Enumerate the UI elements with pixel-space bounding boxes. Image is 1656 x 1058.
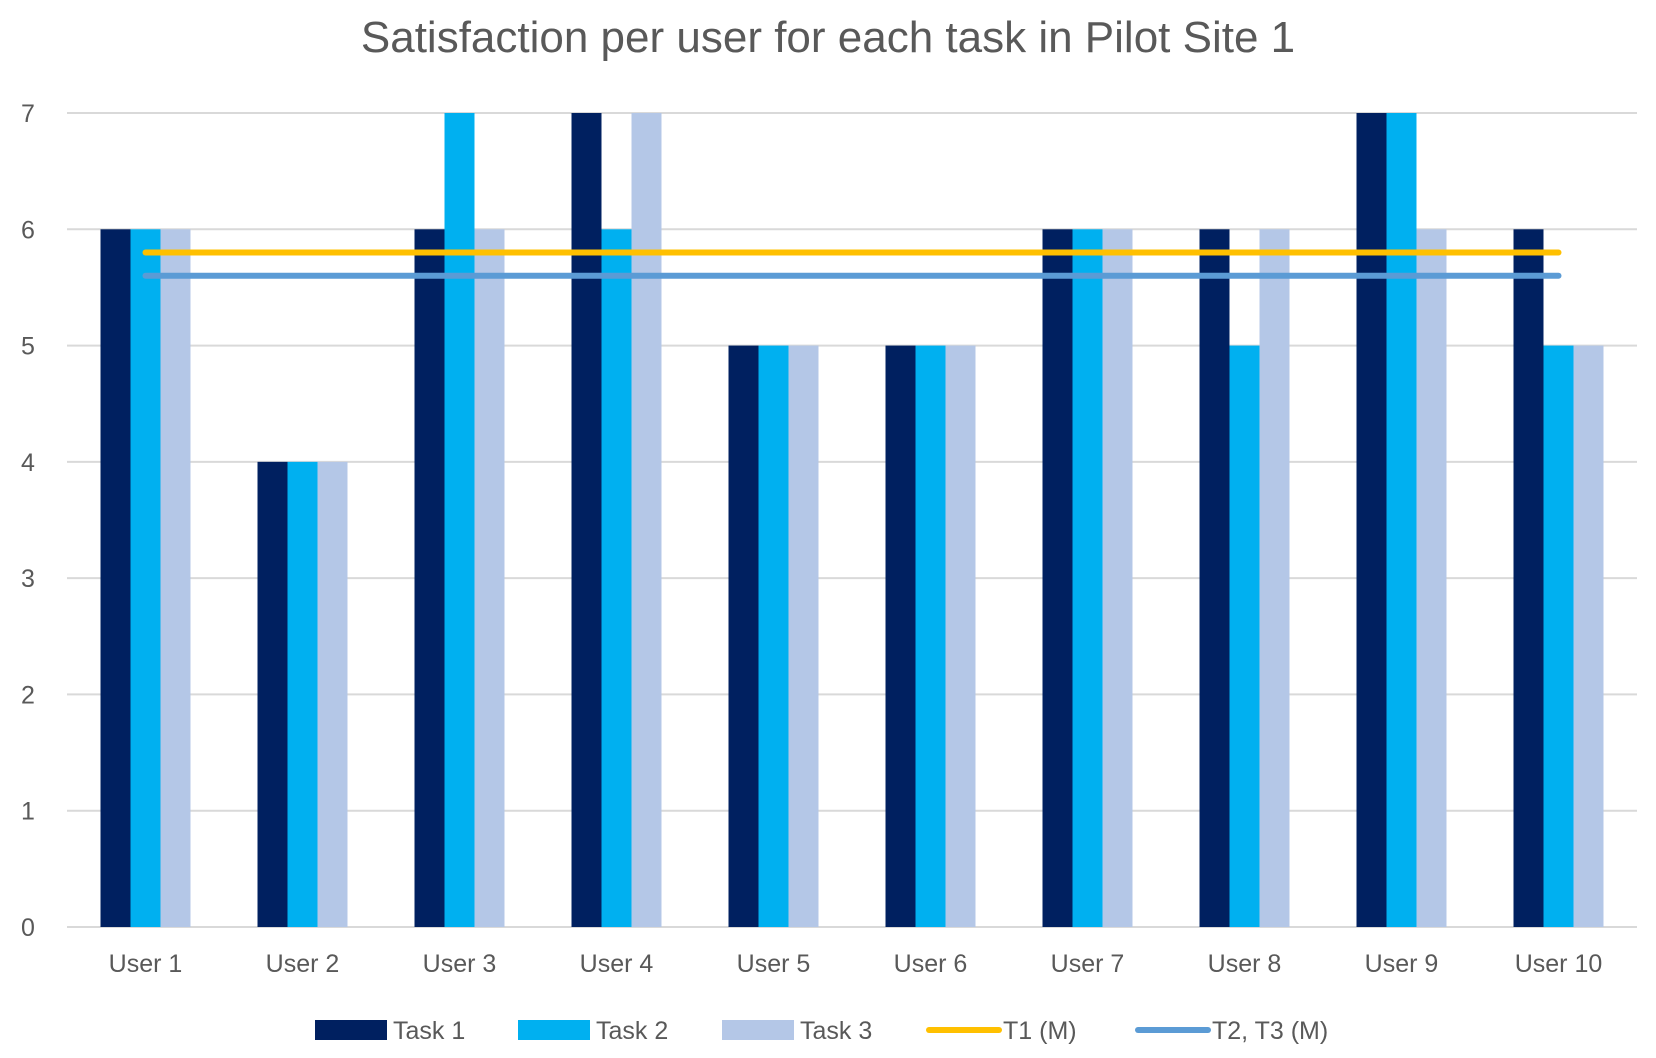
chart-title: Satisfaction per user for each task in P… xyxy=(361,13,1295,62)
legend-label-t1-m: T1 (M) xyxy=(1003,1017,1077,1045)
bar-task-1-user-1 xyxy=(100,229,131,928)
bar-task-3-user-4 xyxy=(631,113,662,927)
bar-task-3-user-1 xyxy=(160,229,191,928)
bar-task-2-user-8 xyxy=(1229,345,1260,928)
bar-task-3-user-10 xyxy=(1573,345,1604,928)
x-tick-label: User 9 xyxy=(1365,950,1439,978)
bar-task-2-user-1 xyxy=(130,229,161,928)
y-tick-label: 4 xyxy=(21,449,35,477)
legend-swatch-task-1 xyxy=(315,1020,387,1040)
bar-task-1-user-7 xyxy=(1042,229,1073,928)
y-axis-ticks: 0 1 2 3 4 5 6 7 xyxy=(21,100,35,942)
bar-task-2-user-3 xyxy=(444,113,475,927)
y-tick-label: 7 xyxy=(21,100,35,128)
x-axis-ticks: User 1 User 2 User 3 User 4 User 5 User 6 User… xyxy=(109,950,1603,978)
x-tick-label: User 6 xyxy=(894,950,968,978)
x-tick-label: User 8 xyxy=(1208,950,1282,978)
y-tick-label: 5 xyxy=(21,333,35,361)
bar-task-1-user-8 xyxy=(1199,229,1230,928)
y-tick-label: 1 xyxy=(21,798,35,826)
x-tick-label: User 10 xyxy=(1515,950,1603,978)
bar-task-1-user-4 xyxy=(571,113,602,927)
bar-task-2-user-4 xyxy=(601,229,632,928)
reference-lines xyxy=(142,249,1562,279)
legend: Task 1 Task 2 Task 3 T1 (M) T2, T3 (M) xyxy=(315,1017,1328,1045)
bar-task-3-user-3 xyxy=(474,229,505,928)
bar-task-3-user-5 xyxy=(788,345,819,928)
bar-task-3-user-7 xyxy=(1102,229,1133,928)
bar-task-2-user-5 xyxy=(758,345,789,928)
bar-task-3-user-2 xyxy=(317,461,348,927)
bar-task-2-user-6 xyxy=(915,345,946,928)
bar-task-2-user-7 xyxy=(1072,229,1103,928)
y-tick-label: 2 xyxy=(21,681,35,709)
legend-swatch-task-3 xyxy=(722,1020,794,1040)
bar-task-2-user-10 xyxy=(1543,345,1574,928)
bar-task-1-user-10 xyxy=(1513,229,1544,928)
bar-task-1-user-6 xyxy=(885,345,916,928)
bar-task-1-user-3 xyxy=(414,229,445,928)
x-tick-label: User 3 xyxy=(423,950,497,978)
bar-task-1-user-2 xyxy=(257,461,288,927)
bar-task-3-user-8 xyxy=(1259,229,1290,928)
legend-label-task-2: Task 2 xyxy=(596,1017,668,1045)
x-tick-label: User 5 xyxy=(737,950,811,978)
bar-task-2-user-9 xyxy=(1386,113,1417,927)
bar-task-2-user-2 xyxy=(287,461,318,927)
bar-task-1-user-5 xyxy=(728,345,759,928)
y-tick-label: 6 xyxy=(21,216,35,244)
y-tick-label: 3 xyxy=(21,565,35,593)
x-tick-label: User 1 xyxy=(109,950,183,978)
legend-label-task-3: Task 3 xyxy=(800,1017,872,1045)
x-tick-label: User 2 xyxy=(266,950,340,978)
bar-task-3-user-6 xyxy=(945,345,976,928)
legend-label-t2-t3-m: T2, T3 (M) xyxy=(1212,1017,1328,1045)
x-tick-label: User 4 xyxy=(580,950,654,978)
legend-label-task-1: Task 1 xyxy=(393,1017,465,1045)
bar-task-3-user-9 xyxy=(1416,229,1447,928)
bars xyxy=(100,113,1604,928)
x-tick-label: User 7 xyxy=(1051,950,1125,978)
y-tick-label: 0 xyxy=(21,914,35,942)
bar-task-1-user-9 xyxy=(1356,113,1387,927)
legend-swatch-task-2 xyxy=(518,1020,590,1040)
